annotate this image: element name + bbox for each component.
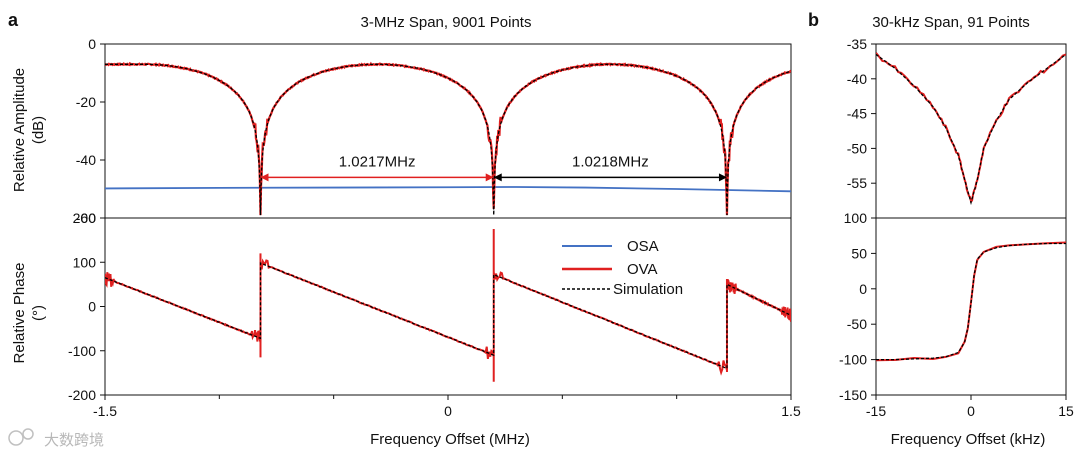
osa-series-line: [105, 186, 791, 193]
b-amp-frame: [875, 43, 1067, 219]
ytick-label: -100: [839, 352, 867, 368]
ytick-label: -50: [847, 140, 867, 156]
span-annotation-label: 1.0218MHz: [572, 153, 649, 170]
a-phase-frame: [104, 217, 792, 396]
ytick-label: 50: [851, 245, 867, 261]
ova-series-line: [105, 61, 791, 216]
amp-ylabel-line1: Relative Amplitude: [11, 68, 28, 192]
xtick-label: 1.5: [781, 403, 801, 419]
simulation-zoom-phase-line: [876, 242, 1066, 361]
xtick-label: 0: [967, 403, 975, 419]
simulation-series-line: [105, 63, 791, 216]
ytick-label: -100: [68, 343, 96, 359]
watermark-text: 大数跨境: [44, 431, 104, 449]
watermark-logo-icon: [8, 430, 24, 446]
ytick-label: -40: [76, 152, 96, 168]
watermark-logo-icon-2: [22, 428, 34, 440]
simulation-phase-line: [105, 262, 791, 370]
span-arrowhead-left: [493, 173, 502, 182]
span-arrowhead-right: [485, 173, 494, 182]
watermark: 大数跨境: [8, 428, 104, 449]
phase-ylabel-line1: Relative Phase: [11, 263, 28, 364]
ytick-label: -20: [76, 94, 96, 110]
ytick-label: -35: [847, 36, 867, 52]
b-amp-plot: [876, 52, 1066, 206]
ytick-label: -50: [847, 316, 867, 332]
ytick-label: -150: [839, 387, 867, 403]
xtick-label: 15: [1058, 403, 1074, 419]
ytick-label: 0: [88, 36, 96, 52]
a-phase-plot: [105, 229, 791, 382]
ytick-label: 0: [859, 281, 867, 297]
chart-b-title: 30-kHz Span, 91 Points: [872, 14, 1030, 31]
legend: OSA OVA Simulation: [562, 238, 683, 298]
legend-ova-label: OVA: [627, 261, 658, 278]
ytick-label: -40: [847, 71, 867, 87]
annotations: 1.0217MHz 1.0218MHz: [260, 153, 727, 182]
ytick-label: -60: [76, 210, 96, 226]
b-xlabel: Frequency Offset (kHz): [891, 431, 1046, 448]
ytick-label: 100: [844, 210, 868, 226]
b-phase-plot: [876, 241, 1066, 362]
ytick-label: 0: [88, 299, 96, 315]
ytick-label: -55: [847, 175, 867, 191]
panel-label-b: b: [808, 10, 819, 30]
simulation-zoom-amp-line: [876, 53, 1066, 206]
xtick-label: -1.5: [93, 403, 117, 419]
a-amp-plot: [105, 61, 791, 216]
ytick-label: 200: [73, 210, 97, 226]
a-xlabel: Frequency Offset (MHz): [370, 431, 530, 448]
phase-ylabel-line2: (°): [30, 305, 47, 321]
legend-simulation-label: Simulation: [613, 281, 683, 298]
ytick-label: -200: [68, 387, 96, 403]
ova-phase-line: [105, 229, 791, 382]
xtick-label: -15: [866, 403, 886, 419]
ytick-label: -45: [847, 106, 867, 122]
amp-ylabel-line2: (dB): [30, 116, 47, 144]
xtick-label: 0: [444, 403, 452, 419]
span-arrowhead-left: [260, 173, 269, 182]
chart-a-title: 3-MHz Span, 9001 Points: [361, 14, 532, 31]
ytick-label: 100: [73, 254, 97, 270]
panel-label-a: a: [8, 10, 19, 30]
legend-osa-label: OSA: [627, 238, 659, 255]
a-amp-frame: [104, 43, 792, 219]
span-arrowhead-right: [718, 173, 727, 182]
span-annotation-label: 1.0217MHz: [339, 153, 416, 170]
